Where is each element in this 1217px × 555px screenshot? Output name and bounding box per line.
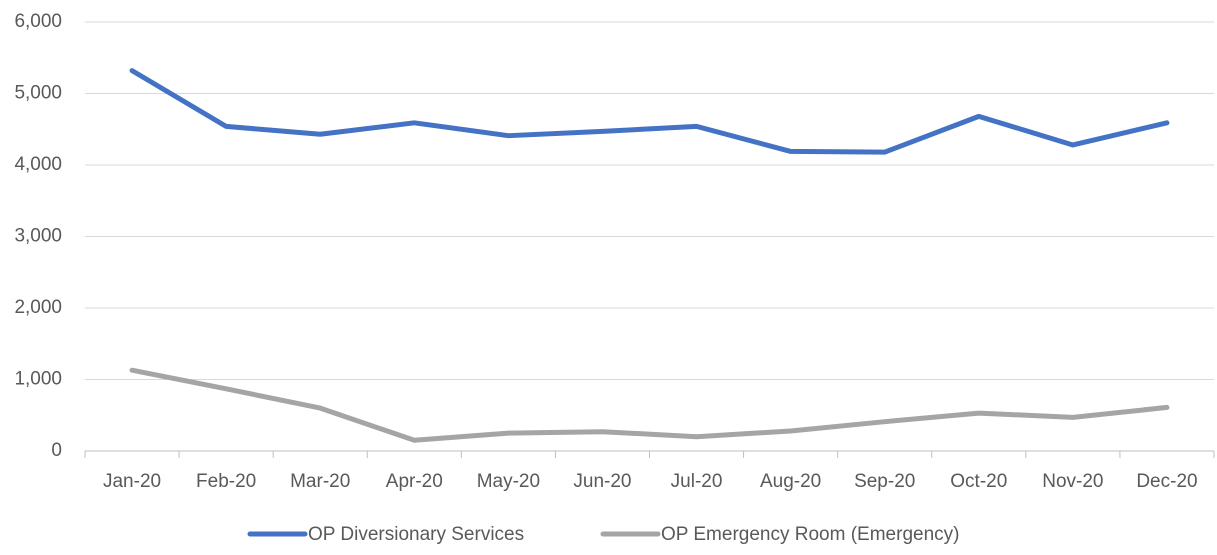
x-tick-label: Jan-20 (103, 471, 161, 492)
x-tick-label: Feb-20 (196, 471, 256, 492)
x-tick-label: Jul-20 (671, 471, 723, 492)
x-tick-label: Oct-20 (950, 471, 1007, 492)
legend-label: OP Emergency Room (Emergency) (661, 524, 959, 545)
x-tick-label: Jun-20 (573, 471, 631, 492)
x-tick-label: Apr-20 (386, 471, 443, 492)
x-tick-label: May-20 (477, 471, 540, 492)
x-tick-label: Dec-20 (1136, 471, 1197, 492)
series-line (129, 68, 1170, 155)
x-tick-label: Sep-20 (854, 471, 915, 492)
y-tick-label: 2,000 (14, 297, 62, 318)
y-tick-label: 0 (51, 440, 62, 461)
x-tick-label: Mar-20 (290, 471, 350, 492)
y-tick-label: 5,000 (14, 83, 62, 104)
y-tick-label: 3,000 (14, 226, 62, 247)
legend-label: OP Diversionary Services (308, 524, 524, 545)
x-tick-label: Aug-20 (760, 471, 821, 492)
series-line (129, 367, 1170, 443)
x-tick-label: Nov-20 (1042, 471, 1103, 492)
y-tick-label: 6,000 (14, 11, 62, 32)
y-tick-label: 4,000 (14, 154, 62, 175)
y-tick-label: 1,000 (14, 369, 62, 390)
